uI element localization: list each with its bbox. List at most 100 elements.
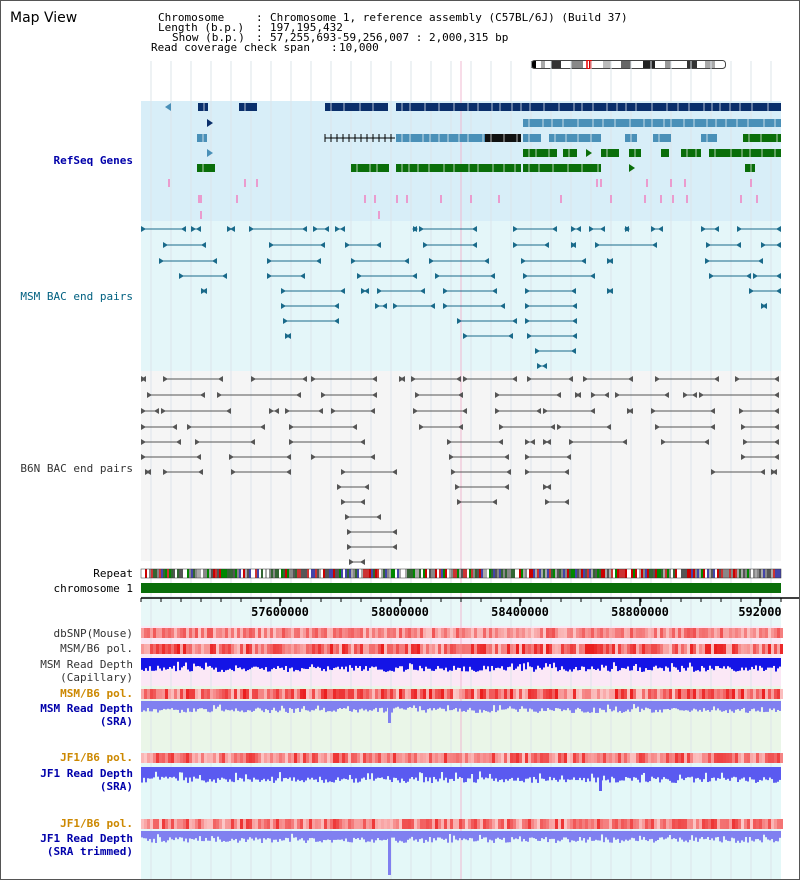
depth-bar <box>479 767 481 772</box>
depth-bar <box>409 701 411 708</box>
polymorphism-cell <box>681 819 684 829</box>
depth-bar <box>479 658 481 671</box>
bac-end <box>455 484 460 490</box>
depth-bar <box>179 658 181 671</box>
polymorphism-cell <box>423 753 426 763</box>
polymorphism-cell <box>609 689 612 699</box>
polymorphism-cell <box>165 644 168 654</box>
gene-feature <box>325 103 388 111</box>
depth-bar <box>487 767 489 779</box>
repeat-segment <box>431 569 433 578</box>
polymorphism-cell <box>363 689 366 699</box>
polymorphism-cell <box>210 689 213 699</box>
repeat-segment <box>395 569 397 578</box>
polymorphism-cell <box>297 644 300 654</box>
polymorphism-cell <box>285 689 288 699</box>
polymorphism-cell <box>144 689 147 699</box>
depth-bar <box>767 658 769 668</box>
depth-bar <box>461 701 463 712</box>
polymorphism-cell <box>576 644 579 654</box>
polymorphism-cell <box>651 689 654 699</box>
depth-bar <box>567 767 569 780</box>
depth-bar <box>145 767 147 783</box>
polymorphism-cell <box>150 819 153 829</box>
bac-end <box>710 408 715 414</box>
depth-bar <box>747 701 749 713</box>
repeat-segment <box>237 569 239 578</box>
repeat-segment <box>295 569 297 578</box>
coverage-key: Read coverage check span <box>151 41 310 54</box>
depth-bar <box>767 767 769 781</box>
polymorphism-cell <box>657 753 660 763</box>
depth-bar <box>765 831 767 838</box>
depth-bar <box>155 767 157 772</box>
bac-end <box>490 273 495 279</box>
bac-end <box>512 318 517 324</box>
depth-bar <box>315 701 317 709</box>
depth-bar <box>239 831 241 841</box>
repeat-segment <box>509 569 511 578</box>
depth-bar <box>507 831 509 843</box>
depth-bar <box>505 831 507 843</box>
polymorphism-cell <box>495 689 498 699</box>
depth-bar <box>161 701 163 711</box>
polymorphism-cell <box>168 753 171 763</box>
depth-bar <box>327 831 329 840</box>
repeat-segment <box>515 569 517 578</box>
repeat-segment <box>541 569 543 578</box>
depth-bar <box>225 831 227 842</box>
polymorphism-cell <box>462 753 465 763</box>
depth-bar <box>677 701 679 710</box>
depth-bar <box>195 831 197 839</box>
polymorphism-cell <box>150 753 153 763</box>
polymorphism-cell <box>720 819 723 829</box>
polymorphism-cell <box>489 628 492 638</box>
bac-end <box>774 424 779 430</box>
depth-bar <box>645 701 647 708</box>
depth-bar <box>687 701 689 711</box>
repeat-segment <box>495 569 497 578</box>
depth-bar <box>743 701 745 708</box>
depth-bar <box>647 767 649 783</box>
repeat-segment <box>715 569 717 578</box>
depth-bar <box>269 767 271 781</box>
polymorphism-cell <box>693 689 696 699</box>
polymorphism-cell <box>339 819 342 829</box>
repeat-segment <box>633 569 635 578</box>
depth-bar <box>281 767 283 782</box>
polymorphism-cell <box>723 628 726 638</box>
polymorphism-cell <box>321 644 324 654</box>
depth-bar <box>603 767 605 776</box>
repeat-segment <box>563 569 565 578</box>
depth-bar <box>491 658 493 666</box>
depth-bar <box>279 767 281 773</box>
polymorphism-cell <box>396 644 399 654</box>
polymorphism-cell <box>582 753 585 763</box>
depth-bar <box>561 831 563 840</box>
depth-bar <box>335 767 337 780</box>
bac-end <box>615 392 620 398</box>
depth-bar <box>575 831 577 842</box>
polymorphism-cell <box>360 644 363 654</box>
polymorphism-cell <box>675 689 678 699</box>
repeat-segment <box>461 569 463 578</box>
depth-bar <box>577 767 579 781</box>
depth-bar <box>555 701 557 709</box>
depth-bar <box>543 767 545 779</box>
depth-bar <box>173 831 175 841</box>
depth-bar <box>463 831 465 839</box>
repeat-segment <box>669 569 671 578</box>
depth-bar <box>301 831 303 839</box>
bac-end <box>392 544 397 550</box>
depth-bar <box>149 767 151 779</box>
depth-bar <box>735 831 737 843</box>
bac-end <box>622 439 627 445</box>
depth-bar <box>563 831 565 838</box>
depth-bar <box>483 658 485 666</box>
depth-bar <box>483 767 485 780</box>
depth-bar <box>595 767 597 783</box>
polymorphism-cell <box>576 628 579 638</box>
depth-bar <box>599 701 601 709</box>
polymorphism-cell <box>543 644 546 654</box>
